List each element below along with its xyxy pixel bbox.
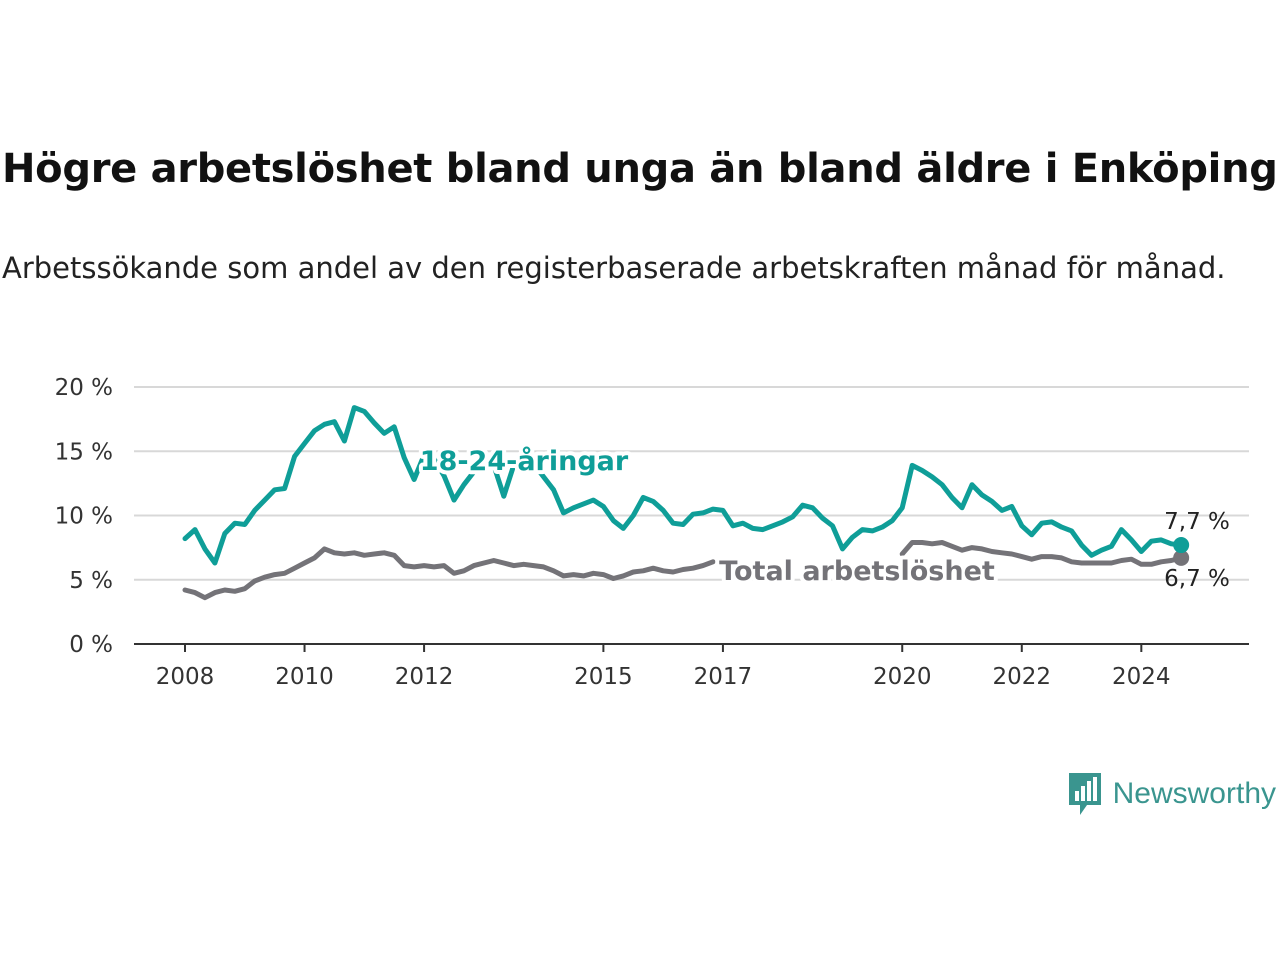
y-tick-label: 15 % — [55, 439, 113, 465]
series-line-youth — [182, 405, 1184, 566]
x-tick-label: 2024 — [1112, 664, 1171, 690]
x-tick-label: 2017 — [694, 664, 753, 690]
end-value-label-youth: 7,7 % — [1164, 509, 1230, 535]
chart-subtitle: Arbetssökande som andel av den registerb… — [2, 251, 1226, 285]
newsworthy-logo-icon — [1068, 773, 1101, 815]
x-tick-label: 2020 — [873, 664, 932, 690]
x-tick-label: 2015 — [574, 664, 633, 690]
series-line-total — [899, 540, 1184, 567]
axes: 0 % 5 % 10 % 15 % 20 % 2008 2010 2012 2015 2017 20… — [55, 375, 1249, 690]
x-tick-label: 2022 — [993, 664, 1052, 690]
series-end-marker — [1173, 549, 1190, 566]
y-tick-label: 0 % — [69, 632, 113, 658]
series-labels: 18-24-åringar Total arbetslöshet 7,7 % 6,7 … — [416, 441, 1230, 592]
x-tick-label: 2010 — [275, 664, 334, 690]
series-label-youth: 18-24-åringar — [420, 445, 629, 477]
y-tick-label: 10 % — [55, 504, 113, 530]
y-tick-label: 5 % — [69, 568, 113, 594]
series-lines — [182, 405, 1190, 601]
brand-logo: Newsworthy — [1067, 770, 1276, 818]
series-line-total — [182, 546, 716, 601]
x-tick-label: 2008 — [156, 664, 215, 690]
x-tick-label: 2012 — [395, 664, 454, 690]
brand-name: Newsworthy — [1112, 777, 1276, 810]
y-tick-label: 20 % — [55, 375, 113, 401]
series-label-total: Total arbetslöshet — [719, 556, 995, 587]
gridlines — [134, 386, 1249, 581]
chart-title: Högre arbetslöshet bland unga än bland ä… — [2, 146, 1278, 192]
end-value-label-total: 6,7 % — [1164, 566, 1230, 592]
series-end-marker — [1173, 537, 1190, 554]
